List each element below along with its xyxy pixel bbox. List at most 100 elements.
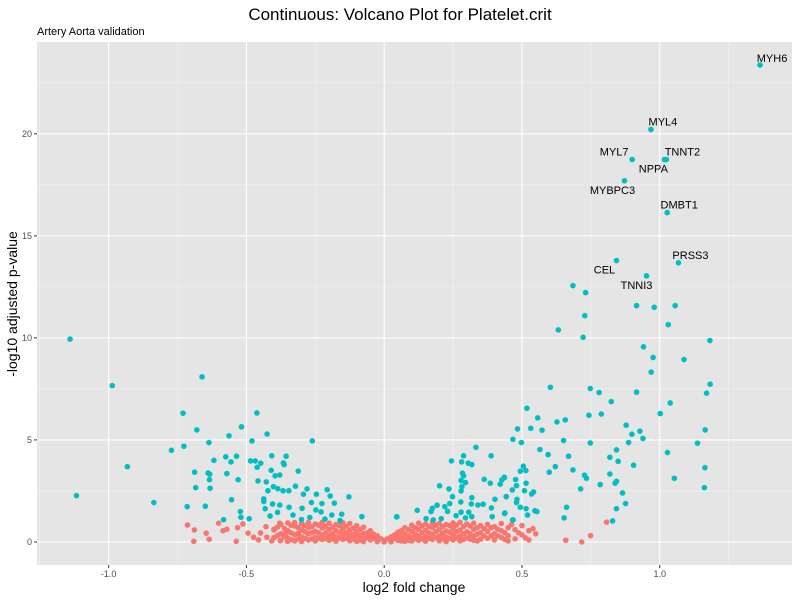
x-tick-label: 0.5 xyxy=(516,569,529,579)
point-significant xyxy=(238,424,245,430)
point-significant xyxy=(537,446,543,453)
point-not-significant xyxy=(203,530,209,536)
point-not-significant xyxy=(578,539,585,545)
point-significant xyxy=(480,501,486,507)
point-significant xyxy=(226,433,232,439)
point-significant xyxy=(263,479,270,485)
point-not-significant xyxy=(255,537,262,543)
point-significant xyxy=(280,487,286,494)
point-not-significant xyxy=(315,529,322,536)
point-not-significant xyxy=(446,535,453,542)
point-significant xyxy=(473,444,479,451)
point-significant xyxy=(199,374,205,380)
y-axis-title: -log10 adjusted p-value xyxy=(4,231,20,377)
point-significant xyxy=(570,282,576,289)
point-not-significant xyxy=(481,533,487,539)
point-significant xyxy=(206,476,213,483)
point-significant xyxy=(501,510,508,517)
point-significant xyxy=(613,447,620,453)
point-significant xyxy=(534,508,540,515)
point-not-significant xyxy=(532,530,539,537)
point-significant xyxy=(180,410,186,416)
point-not-significant xyxy=(460,523,467,530)
point-not-significant xyxy=(453,535,460,541)
x-axis-title: log2 fold change xyxy=(363,579,466,595)
point-significant xyxy=(509,487,516,493)
gene-label: MYL4 xyxy=(649,117,678,129)
point-significant xyxy=(562,417,569,423)
point-not-significant xyxy=(288,536,294,543)
point-significant xyxy=(757,62,763,68)
point-significant xyxy=(211,457,217,464)
point-significant xyxy=(262,505,268,512)
x-axis-ticks: -1.0 -0.5 0.0 0.5 1.0 xyxy=(101,565,666,579)
point-significant xyxy=(181,443,187,450)
point-significant xyxy=(306,514,313,521)
point-not-significant xyxy=(412,524,418,531)
data-points xyxy=(67,62,763,545)
point-significant xyxy=(274,509,281,516)
point-not-significant xyxy=(278,537,284,544)
point-not-significant xyxy=(398,533,405,539)
point-significant xyxy=(168,447,175,454)
point-not-significant xyxy=(508,521,515,528)
point-significant xyxy=(582,289,589,296)
point-not-significant xyxy=(474,524,481,531)
point-not-significant xyxy=(405,533,412,539)
point-significant xyxy=(629,431,635,437)
point-significant xyxy=(707,381,713,388)
point-significant xyxy=(206,439,212,446)
point-significant xyxy=(667,400,674,406)
point-not-significant xyxy=(405,537,412,544)
point-significant xyxy=(523,480,529,486)
point-not-significant xyxy=(494,533,501,539)
point-significant xyxy=(337,517,343,524)
point-not-significant xyxy=(398,538,405,544)
point-not-significant xyxy=(215,520,222,526)
point-not-significant xyxy=(336,535,343,541)
point-significant xyxy=(254,410,260,416)
point-significant xyxy=(513,499,520,506)
point-significant xyxy=(249,438,255,444)
point-not-significant xyxy=(433,528,439,535)
x-tick-label: -1.0 xyxy=(101,569,117,579)
chart-title: Continuous: Volcano Plot for Platelet.cr… xyxy=(248,5,552,24)
point-not-significant xyxy=(263,523,269,530)
point-significant xyxy=(648,369,654,375)
point-significant xyxy=(555,327,562,333)
point-significant xyxy=(703,390,710,396)
point-significant xyxy=(648,126,654,133)
point-significant xyxy=(615,458,621,465)
point-significant xyxy=(457,499,464,505)
point-significant xyxy=(202,503,209,510)
point-not-significant xyxy=(343,523,349,530)
point-not-significant xyxy=(322,535,329,542)
point-significant xyxy=(324,486,330,493)
point-not-significant xyxy=(433,535,439,541)
point-significant xyxy=(633,389,640,395)
point-significant xyxy=(469,494,475,501)
y-tick-label: 0 xyxy=(27,537,32,547)
gene-label: TNNI3 xyxy=(621,280,653,292)
point-significant xyxy=(423,515,429,522)
point-not-significant xyxy=(519,522,525,529)
point-not-significant xyxy=(302,522,308,529)
point-significant xyxy=(643,273,650,279)
point-not-significant xyxy=(446,522,453,529)
point-significant xyxy=(521,487,528,494)
point-significant xyxy=(469,513,475,520)
point-significant xyxy=(206,471,213,477)
point-significant xyxy=(246,515,252,522)
x-tick-label: -0.5 xyxy=(239,569,255,579)
point-not-significant xyxy=(309,536,315,542)
point-significant xyxy=(629,156,635,163)
point-significant xyxy=(295,468,302,474)
point-significant xyxy=(252,458,259,464)
point-significant xyxy=(623,422,629,429)
y-tick-label: 5 xyxy=(27,435,32,445)
point-not-significant xyxy=(233,538,240,545)
point-significant xyxy=(672,302,678,309)
point-not-significant xyxy=(502,536,508,543)
point-not-significant xyxy=(391,535,398,542)
point-not-significant xyxy=(336,522,343,529)
